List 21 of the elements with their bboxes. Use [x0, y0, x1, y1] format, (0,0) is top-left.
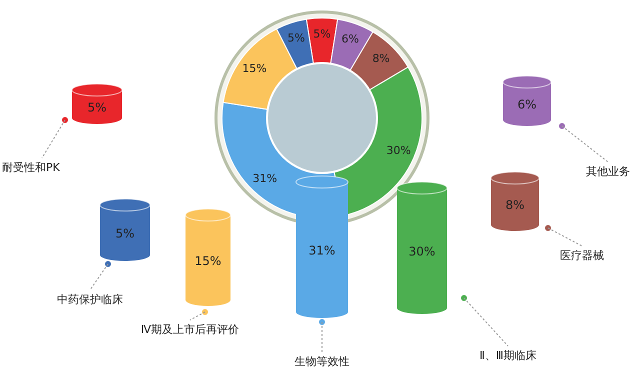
text: 15% — [194, 254, 222, 268]
category-label: 医疗器械 — [560, 249, 604, 262]
text: 5% — [87, 100, 107, 114]
category-label: 耐受性和PK — [2, 161, 61, 174]
data-label: 15% — [242, 62, 267, 75]
text: 31% — [308, 243, 336, 258]
data-label: 31% — [252, 172, 278, 185]
text: 8% — [505, 198, 525, 212]
category-label: 生物等效性 — [294, 355, 350, 368]
category-label: Ⅳ期及上市后再评价 — [140, 323, 240, 336]
text: 6% — [517, 97, 537, 112]
category-label: 其他业务 — [586, 165, 630, 178]
data-label: 8% — [372, 52, 390, 65]
category-label: 中药保护临床 — [57, 293, 123, 306]
category-label: Ⅱ、Ⅲ期临床 — [480, 349, 536, 362]
data-label: 6% — [342, 32, 360, 46]
data-label: 30% — [386, 144, 411, 158]
data-label: 5% — [287, 32, 305, 45]
data-label: 5% — [313, 28, 331, 41]
text: 5% — [115, 226, 135, 240]
text: 30% — [408, 244, 436, 258]
